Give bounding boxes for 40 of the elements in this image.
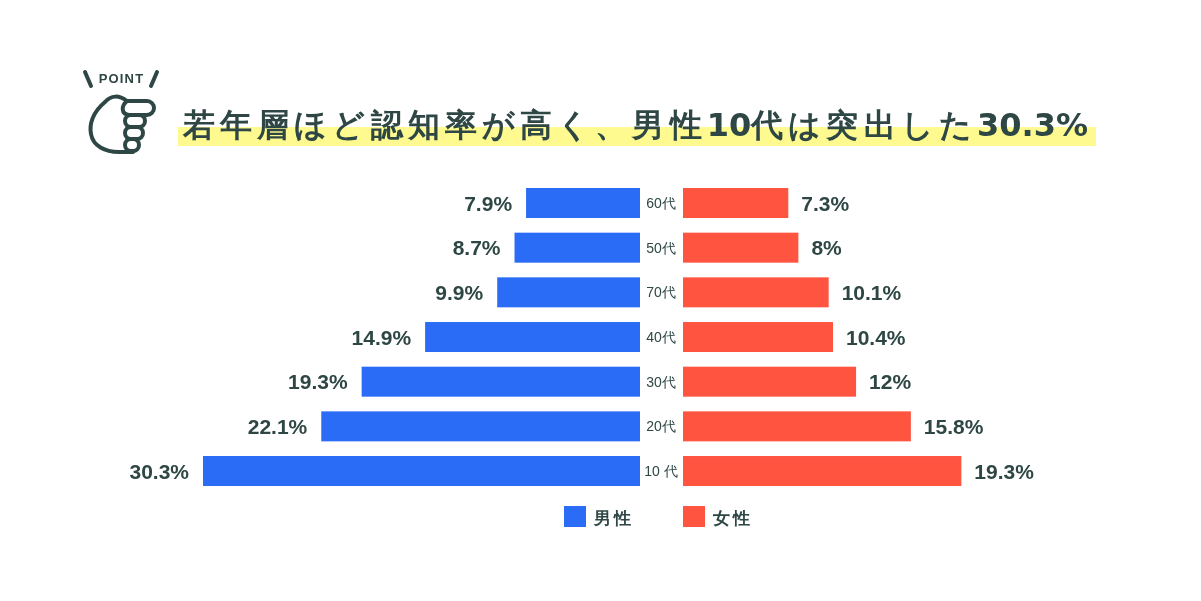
- bar: [514, 232, 640, 263]
- data-label: 30.3%: [129, 459, 190, 483]
- bar: [683, 322, 833, 353]
- y-tick-label: 10 代: [644, 463, 678, 480]
- text: POINT: [98, 71, 145, 86]
- bar: [361, 366, 640, 397]
- data-label: 12%: [869, 370, 912, 394]
- legend-label: 男性: [593, 508, 634, 529]
- y-tick-label: 70代: [646, 284, 676, 301]
- data-label: 8%: [811, 236, 843, 260]
- bar: [321, 411, 640, 442]
- legend-label: 女性: [712, 508, 753, 529]
- data-label: 9.9%: [435, 280, 484, 304]
- bar: [526, 188, 640, 218]
- data-label: 19.3%: [288, 370, 348, 394]
- data-label: 7.9%: [464, 191, 513, 215]
- y-tick-label: 30代: [646, 373, 676, 390]
- data-label: 8.7%: [452, 236, 501, 260]
- bar: [203, 456, 640, 487]
- bar: [683, 366, 857, 397]
- bar: [683, 232, 799, 263]
- data-label: 15.8%: [923, 414, 984, 438]
- y-tick-label: 50代: [646, 239, 676, 256]
- bar: [683, 456, 962, 487]
- data-label: 10.4%: [845, 325, 906, 349]
- data-label: 7.3%: [801, 191, 850, 215]
- bar: [683, 411, 911, 442]
- y-tick-label: 20代: [646, 418, 676, 435]
- y-tick-label: 60代: [646, 195, 676, 211]
- legend: 男性: [564, 506, 634, 528]
- data-label: 19.3%: [974, 459, 1035, 483]
- data-label: 10.1%: [841, 280, 902, 304]
- legend: 女性: [683, 506, 753, 528]
- data-label: 22.1%: [247, 414, 308, 438]
- bar: [683, 188, 789, 218]
- bar: [683, 277, 829, 308]
- y-tick-label: 40代: [646, 329, 676, 346]
- bar: [497, 277, 640, 308]
- bar: [425, 322, 640, 353]
- data-label: 14.9%: [351, 325, 412, 349]
